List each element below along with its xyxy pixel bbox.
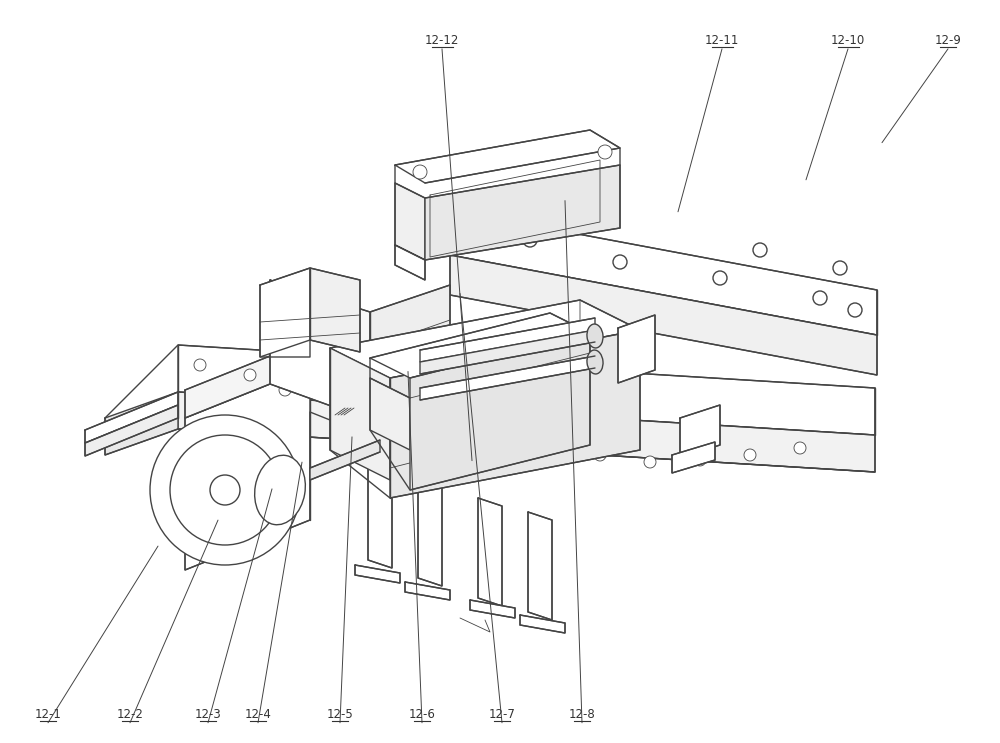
Ellipse shape <box>255 455 305 525</box>
Polygon shape <box>178 392 875 472</box>
Polygon shape <box>355 565 400 583</box>
Text: 12-3: 12-3 <box>195 708 221 721</box>
Circle shape <box>244 369 256 381</box>
Circle shape <box>598 145 612 159</box>
Text: 12-9: 12-9 <box>935 34 961 48</box>
Text: 12-5: 12-5 <box>327 708 353 721</box>
Text: 12-6: 12-6 <box>409 708 435 721</box>
Polygon shape <box>310 268 360 352</box>
Polygon shape <box>185 340 310 418</box>
Polygon shape <box>478 498 502 606</box>
Text: 12-4: 12-4 <box>245 708 271 721</box>
Polygon shape <box>425 165 620 260</box>
Polygon shape <box>420 318 595 362</box>
Polygon shape <box>395 245 425 280</box>
Polygon shape <box>310 440 380 480</box>
Polygon shape <box>330 348 390 480</box>
Polygon shape <box>470 600 515 618</box>
Polygon shape <box>330 300 640 378</box>
Text: 12-11: 12-11 <box>705 34 739 48</box>
Polygon shape <box>672 442 715 473</box>
Polygon shape <box>368 460 392 568</box>
Polygon shape <box>450 210 877 335</box>
Polygon shape <box>85 405 178 456</box>
Text: 12-1: 12-1 <box>35 708 61 721</box>
Text: 12-2: 12-2 <box>117 708 143 721</box>
Polygon shape <box>680 405 720 458</box>
Circle shape <box>744 449 756 461</box>
Polygon shape <box>520 615 565 633</box>
Polygon shape <box>105 392 178 455</box>
Circle shape <box>150 415 300 565</box>
Circle shape <box>194 359 206 371</box>
Polygon shape <box>85 392 178 443</box>
Circle shape <box>170 435 280 545</box>
Circle shape <box>413 165 427 179</box>
Polygon shape <box>528 512 552 620</box>
Polygon shape <box>420 330 595 374</box>
Circle shape <box>389 409 401 421</box>
Circle shape <box>694 454 706 466</box>
Circle shape <box>279 384 291 396</box>
Circle shape <box>210 475 240 505</box>
Polygon shape <box>390 330 640 498</box>
Circle shape <box>523 233 537 247</box>
Text: 12-12: 12-12 <box>425 34 459 48</box>
Polygon shape <box>370 313 590 378</box>
Polygon shape <box>370 285 450 385</box>
Circle shape <box>444 424 456 436</box>
Polygon shape <box>370 378 410 450</box>
Polygon shape <box>410 333 590 490</box>
Polygon shape <box>178 345 875 435</box>
Circle shape <box>813 291 827 305</box>
Text: 12-10: 12-10 <box>831 34 865 48</box>
Polygon shape <box>185 368 310 570</box>
Circle shape <box>713 271 727 285</box>
Circle shape <box>644 456 656 468</box>
Text: 12-8: 12-8 <box>569 708 595 721</box>
Polygon shape <box>420 356 595 400</box>
Circle shape <box>504 436 516 448</box>
Ellipse shape <box>587 324 603 348</box>
Circle shape <box>794 442 806 454</box>
Circle shape <box>833 261 847 275</box>
Polygon shape <box>418 478 442 586</box>
Polygon shape <box>450 255 877 375</box>
Ellipse shape <box>587 350 603 374</box>
Circle shape <box>753 243 767 257</box>
Circle shape <box>594 449 606 461</box>
Circle shape <box>848 303 862 317</box>
Circle shape <box>334 394 346 406</box>
Polygon shape <box>618 315 655 383</box>
Polygon shape <box>270 312 370 420</box>
Polygon shape <box>270 280 370 348</box>
Circle shape <box>613 255 627 269</box>
Text: 12-7: 12-7 <box>489 708 515 721</box>
Polygon shape <box>260 268 310 357</box>
Polygon shape <box>405 582 450 600</box>
Polygon shape <box>395 183 425 260</box>
Polygon shape <box>395 130 620 183</box>
